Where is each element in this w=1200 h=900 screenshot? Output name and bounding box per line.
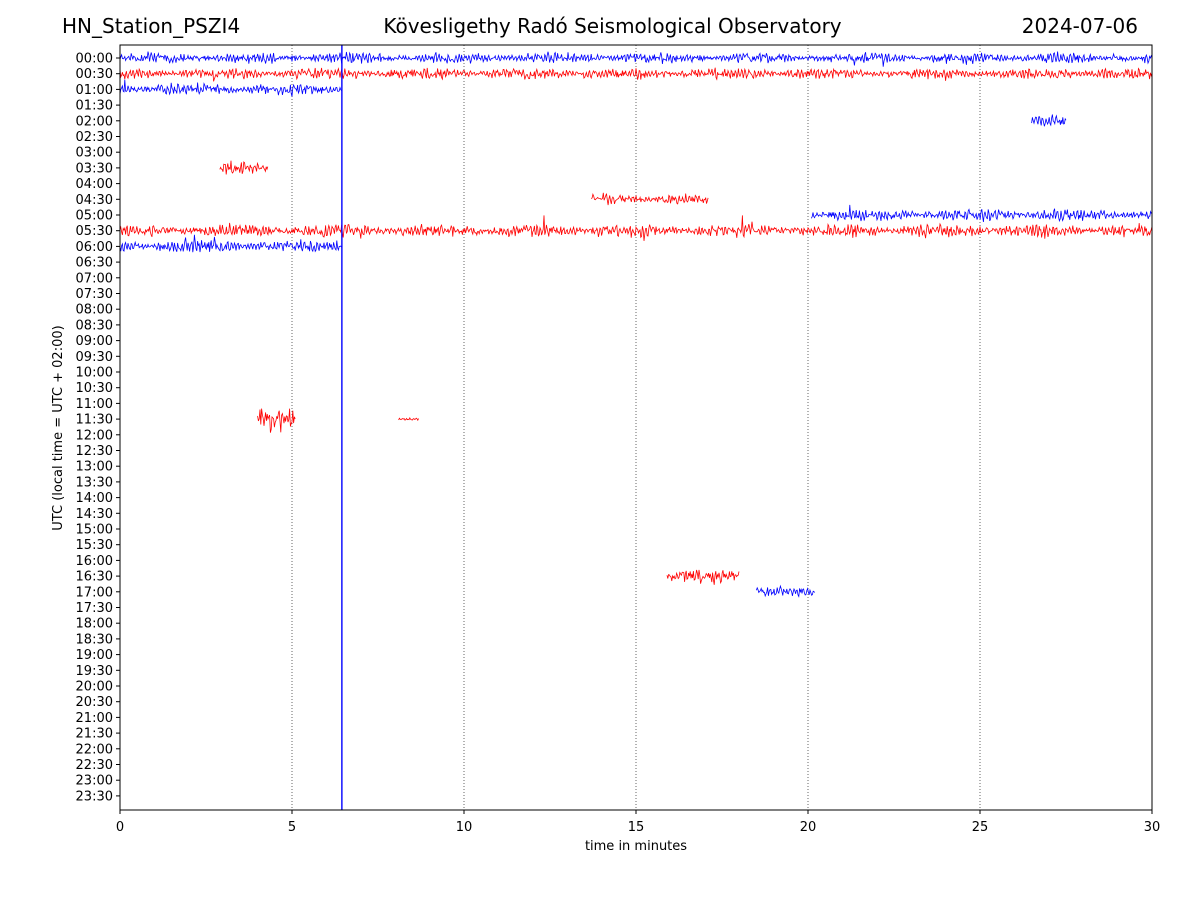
y-tick-label: 18:30 bbox=[76, 632, 113, 647]
trace-0100 bbox=[119, 79, 342, 97]
y-tick-label: 06:30 bbox=[76, 256, 113, 271]
chart-date: 2024-07-06 bbox=[1021, 14, 1138, 38]
trace-layer bbox=[119, 45, 1153, 810]
y-tick-label: 23:30 bbox=[76, 789, 113, 804]
y-tick-label: 09:30 bbox=[76, 350, 113, 365]
y-tick-label: 08:30 bbox=[76, 318, 113, 333]
station-name: HN_Station_PSZI4 bbox=[62, 14, 241, 38]
y-tick-label: 14:00 bbox=[76, 491, 113, 506]
y-tick-label: 17:00 bbox=[76, 585, 113, 600]
x-tick-label: 15 bbox=[628, 820, 645, 835]
y-tick-label: 02:00 bbox=[76, 114, 113, 129]
plot-frame bbox=[119, 44, 1153, 811]
y-tick-label: 17:30 bbox=[76, 601, 113, 616]
y-tick-label: 22:00 bbox=[76, 742, 113, 757]
y-tick-label: 02:30 bbox=[76, 130, 113, 145]
trace-0600 bbox=[119, 234, 342, 253]
y-tick-label: 23:00 bbox=[76, 774, 113, 789]
x-tick-label: 25 bbox=[972, 820, 989, 835]
x-tick-label: 0 bbox=[116, 820, 124, 835]
y-tick-label: 06:00 bbox=[76, 240, 113, 255]
y-tick-label: 05:30 bbox=[76, 224, 113, 239]
y-tick-label: 07:30 bbox=[76, 287, 113, 302]
trace-1630 bbox=[666, 569, 740, 585]
y-tick-label: 00:30 bbox=[76, 67, 113, 82]
y-tick-label: 12:00 bbox=[76, 428, 113, 443]
y-tick-label: 13:00 bbox=[76, 460, 113, 475]
grid-layer bbox=[291, 45, 981, 810]
y-tick-label: 12:30 bbox=[76, 444, 113, 459]
y-tick-label: 15:00 bbox=[76, 523, 113, 538]
trace-1130 bbox=[398, 417, 419, 422]
y-axis-label: UTC (local time = UTC + 02:00) bbox=[51, 325, 66, 530]
y-tick-label: 19:00 bbox=[76, 648, 113, 663]
trace-1700 bbox=[756, 584, 816, 598]
y-tick-label: 21:30 bbox=[76, 727, 113, 742]
y-tick-label: 16:00 bbox=[76, 554, 113, 569]
y-tick-label: 01:30 bbox=[76, 99, 113, 114]
y-tick-label: 04:00 bbox=[76, 177, 113, 192]
x-axis-label: time in minutes bbox=[585, 839, 687, 854]
x-tick-label: 10 bbox=[456, 820, 473, 835]
trace-0430 bbox=[591, 192, 709, 206]
y-tick-label: 14:30 bbox=[76, 507, 113, 522]
chart-header: HN_Station_PSZI4 Kövesligethy Radó Seism… bbox=[0, 0, 1200, 44]
x-tick-label: 20 bbox=[800, 820, 817, 835]
y-tick-label: 16:30 bbox=[76, 570, 113, 585]
y-tick-label: 22:30 bbox=[76, 758, 113, 773]
y-tick-label: 11:30 bbox=[76, 413, 113, 428]
y-tick-label: 08:00 bbox=[76, 303, 113, 318]
y-tick-label: 10:00 bbox=[76, 366, 113, 381]
y-tick-label: 03:00 bbox=[76, 146, 113, 161]
x-tick-label: 5 bbox=[288, 820, 296, 835]
trace-1130 bbox=[257, 408, 296, 433]
trace-0030 bbox=[119, 67, 1153, 82]
y-tick-label: 18:00 bbox=[76, 617, 113, 632]
y-tick-label: 11:00 bbox=[76, 397, 113, 412]
y-tick-label: 21:00 bbox=[76, 711, 113, 726]
axis-layer: 0 5 10 15 20 25 30 00:0000:3001:0001:3002:0002:… bbox=[76, 52, 1161, 836]
trace-0200 bbox=[1031, 114, 1067, 127]
y-tick-label: 07:00 bbox=[76, 271, 113, 286]
trace-0530 bbox=[119, 215, 1153, 241]
trace-0330 bbox=[219, 160, 269, 175]
y-tick-label: 03:30 bbox=[76, 161, 113, 176]
y-tick-label: 04:30 bbox=[76, 193, 113, 208]
y-tick-label: 13:30 bbox=[76, 475, 113, 490]
y-tick-label: 05:00 bbox=[76, 209, 113, 224]
y-tick-label: 09:00 bbox=[76, 334, 113, 349]
trace-0000 bbox=[119, 51, 1153, 67]
y-tick-label: 20:30 bbox=[76, 695, 113, 710]
y-tick-label: 10:30 bbox=[76, 381, 113, 396]
y-tick-label: 00:00 bbox=[76, 52, 113, 67]
x-tick-label: 30 bbox=[1144, 820, 1161, 835]
trace-0500 bbox=[811, 204, 1152, 223]
observatory-name: Kövesligethy Radó Seismological Observat… bbox=[383, 14, 842, 38]
y-tick-label: 20:00 bbox=[76, 680, 113, 695]
y-tick-label: 01:00 bbox=[76, 83, 113, 98]
y-tick-label: 19:30 bbox=[76, 664, 113, 679]
y-tick-label: 15:30 bbox=[76, 538, 113, 553]
